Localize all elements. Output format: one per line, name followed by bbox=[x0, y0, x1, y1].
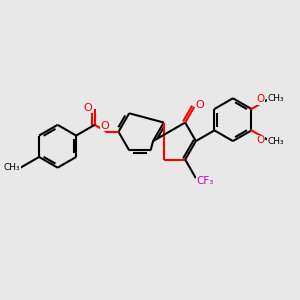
Text: O: O bbox=[256, 135, 265, 145]
Text: O: O bbox=[256, 94, 265, 104]
Text: O: O bbox=[101, 121, 110, 131]
Text: O: O bbox=[195, 100, 204, 110]
Text: CF₃: CF₃ bbox=[196, 176, 214, 186]
Text: CH₃: CH₃ bbox=[268, 136, 284, 146]
Text: CH₃: CH₃ bbox=[268, 94, 284, 103]
Text: CH₃: CH₃ bbox=[4, 163, 20, 172]
Text: O: O bbox=[84, 103, 92, 112]
